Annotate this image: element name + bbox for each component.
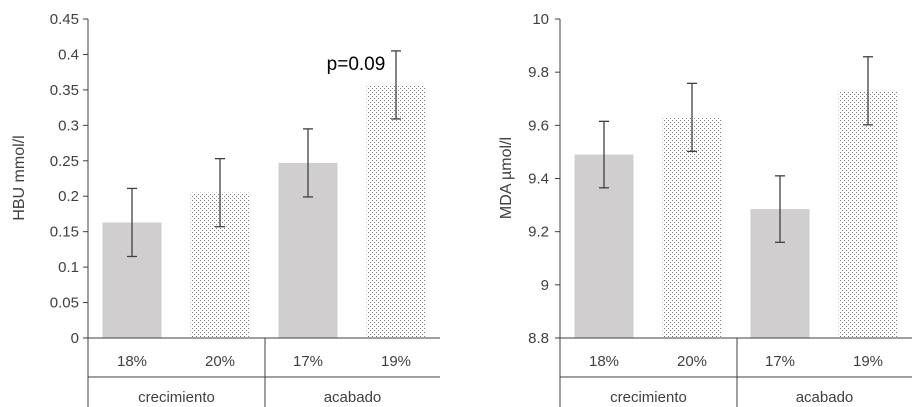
x-tick-label: 17%: [293, 353, 323, 370]
x-tick-label: 20%: [677, 353, 707, 370]
bar-19pct: [838, 90, 898, 339]
x-tick-label: 20%: [205, 353, 235, 370]
bar-19pct: [366, 84, 426, 338]
x-tick-label: 19%: [381, 353, 411, 370]
y-tick-label: 10: [532, 11, 549, 28]
x-tick-label: 19%: [853, 353, 883, 370]
y-tick-label: 0.4: [58, 46, 79, 63]
y-axis-label: MDA µmol/l: [498, 137, 515, 219]
p-value-annotation: p=0.09: [327, 54, 386, 75]
group-label-0: crecimiento: [138, 389, 215, 406]
y-tick-label: 9.4: [528, 171, 549, 188]
y-tick-label: 9.2: [528, 224, 549, 241]
bar-20pct: [662, 117, 722, 338]
x-tick-label: 18%: [589, 353, 619, 370]
hbu-chart: 0 0.05 0.1 0.15 0.2 0.25 0.3 0.35 0.4 0.45 HBU mmo…: [11, 11, 440, 407]
y-tick-label: 0.3: [58, 117, 79, 134]
x-tick-label: 17%: [765, 353, 795, 370]
y-tick-label: 0.15: [50, 224, 79, 241]
x-tick-label: 18%: [117, 353, 147, 370]
y-tick-label: 9.6: [528, 117, 549, 134]
y-tick-label: 8.8: [528, 330, 549, 347]
mda-chart: 8.8 9 9.2 9.4 9.6 9.8 10 MDA µmol/l 18% 20% 17% 19%…: [498, 11, 912, 407]
group-label-1: acabado: [324, 389, 382, 406]
y-axis-label: HBU mmol/l: [11, 135, 28, 220]
y-tick-label: 0.25: [50, 153, 79, 170]
y-tick-label: 0.05: [50, 295, 79, 312]
y-tick-label: 9: [541, 277, 549, 294]
y-tick-label: 0.35: [50, 82, 79, 99]
y-tick-label: 0.2: [58, 188, 79, 205]
y-tick-label: 0.1: [58, 259, 79, 276]
y-tick-label: 9.8: [528, 64, 549, 81]
group-label-0: crecimiento: [610, 389, 687, 406]
group-label-1: acabado: [796, 389, 854, 406]
y-tick-label: 0: [71, 330, 79, 347]
y-tick-label: 0.45: [50, 11, 79, 28]
